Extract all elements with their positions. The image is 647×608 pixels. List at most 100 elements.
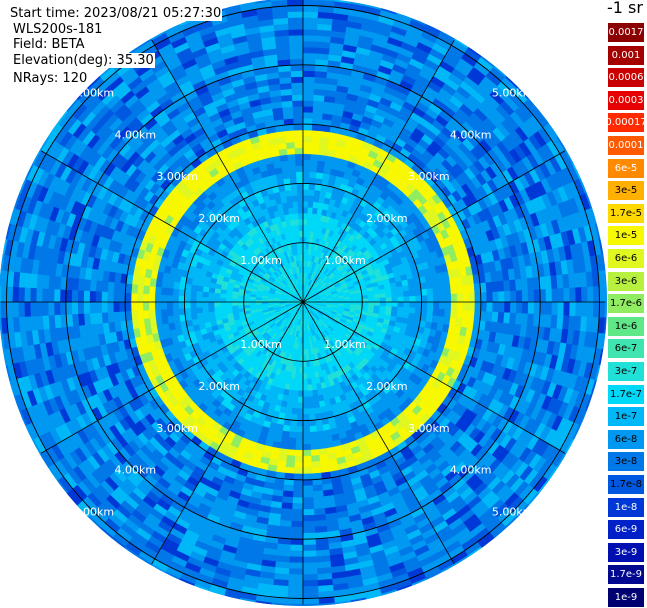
ppi-cell [308, 201, 314, 207]
ppi-cell [303, 557, 317, 563]
ppi-cell [60, 302, 66, 315]
ppi-cell [303, 178, 310, 184]
ppi-cell [18, 287, 24, 302]
ppi-cell [521, 314, 528, 326]
ppi-cell [356, 296, 362, 299]
ppi-cell [161, 295, 167, 302]
ppi-cell [575, 302, 581, 317]
ppi-cell [487, 292, 493, 302]
ppi-cell [457, 294, 463, 302]
ppi-cell [113, 292, 119, 302]
ppi-cell [404, 296, 410, 302]
ppi-cell [286, 461, 295, 468]
ppi-cell [307, 379, 312, 385]
ppi-cell [143, 294, 149, 302]
ppi-cell [125, 293, 131, 302]
ppi-cell [552, 302, 558, 315]
ppi-cell [416, 302, 422, 308]
ppi-cell [433, 288, 440, 296]
ppi-cell [306, 367, 310, 373]
ppi-cell [291, 408, 297, 414]
ppi-cell [196, 307, 202, 313]
ppi-cell [78, 290, 84, 302]
ppi-cell [131, 293, 137, 302]
ppi-cell [292, 515, 304, 521]
ppi-cell [309, 414, 316, 420]
ppi-cell [575, 287, 581, 302]
ppi-cell [161, 309, 168, 317]
ppi-cell [303, 243, 306, 249]
ppi-cell [486, 282, 493, 292]
ppi-cell [509, 280, 516, 291]
ppi-cell [282, 431, 290, 438]
ppi-cell [313, 497, 324, 504]
ppi-cell [196, 291, 202, 297]
ppi-cell [295, 456, 303, 462]
ppi-cell [202, 292, 208, 298]
ppi-cell [303, 397, 308, 403]
ppi-cell [119, 292, 125, 302]
ppi-cell [214, 302, 220, 307]
ppi-cell [303, 11, 318, 17]
ppi-cell [409, 308, 415, 314]
ppi-cell [439, 309, 446, 317]
ppi-cell [290, 551, 303, 557]
ppi-cell [66, 290, 72, 302]
ppi-cell [570, 288, 576, 302]
ppi-cell [534, 302, 540, 314]
ppi-cell [303, 166, 310, 172]
ppi-cell [299, 373, 303, 379]
ppi-cell [137, 310, 144, 319]
ppi-cell [317, 437, 325, 444]
ppi-cell [380, 302, 386, 306]
ppi-cell [226, 298, 232, 302]
ppi-cell [196, 296, 202, 302]
ppi-cell [42, 288, 48, 302]
ppi-cell [516, 291, 522, 303]
ppi-cell [362, 295, 368, 299]
ppi-cell [286, 455, 295, 462]
ppi-cell [244, 299, 250, 302]
ppi-cell [292, 503, 303, 509]
ppi-cell [250, 305, 256, 308]
ppi-cell [510, 291, 516, 302]
ppi-cell [214, 293, 220, 298]
ppi-cell [303, 474, 312, 480]
ppi-cell [303, 148, 311, 154]
ppi-cell [167, 295, 173, 302]
ppi-cell [303, 183, 309, 189]
ppi-cell [374, 302, 380, 306]
ppi-cell [481, 302, 487, 312]
ppi-cell [306, 361, 310, 367]
ppi-cell [350, 296, 356, 299]
ppi-cell [493, 302, 499, 312]
ppi-cell [303, 403, 309, 409]
ppi-cell [208, 297, 214, 302]
ppi-cell [303, 432, 310, 438]
ppi-cell [314, 190, 320, 197]
ppi-cell [167, 288, 174, 296]
ppi-cell [303, 195, 309, 201]
ppi-cell [294, 474, 303, 480]
ppi-cell [362, 302, 368, 305]
ppi-cell [179, 302, 185, 309]
ppi-cell [215, 311, 222, 316]
ppi-cell [303, 349, 306, 355]
ppi-cell [462, 285, 469, 294]
ppi-cell [36, 302, 42, 316]
ppi-cell [368, 295, 374, 299]
ppi-cell [386, 297, 392, 302]
ppi-cell [131, 284, 138, 293]
ppi-cell [291, 533, 303, 539]
ppi-cell [475, 293, 481, 302]
ppi-cell [303, 172, 310, 178]
ppi-cell [303, 100, 314, 106]
ppi-cell [397, 292, 403, 298]
ppi-cell [202, 307, 208, 313]
ppi-cell [143, 310, 150, 319]
ppi-cell [295, 450, 303, 456]
ppi-cell [445, 294, 451, 302]
ppi-cell [468, 284, 475, 293]
ppi-cell [90, 291, 96, 302]
ppi-cell [498, 312, 505, 323]
